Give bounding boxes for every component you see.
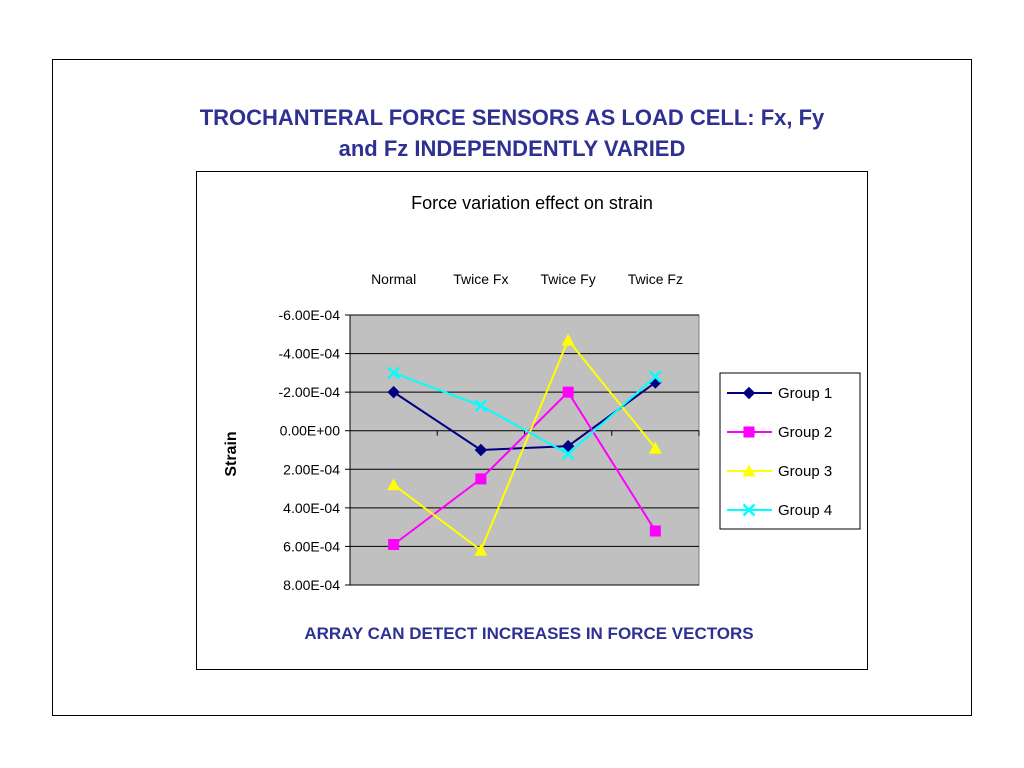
legend-marker [742, 464, 756, 477]
slide-title: TROCHANTERAL FORCE SENSORS AS LOAD CELL:… [0, 102, 1024, 164]
data-point-group-1 [561, 439, 575, 453]
y-tick-label: 4.00E-04 [283, 500, 340, 516]
data-point-group-2 [649, 525, 661, 537]
strain-line-chart: Force variation effect on strain Strain … [223, 193, 861, 593]
data-point-group-4 [387, 366, 401, 380]
legend-marker [742, 503, 756, 517]
legend-marker [742, 386, 756, 400]
category-label: Twice Fx [453, 271, 508, 287]
chart-container: Force variation effect on strain Strain … [196, 171, 868, 670]
plot-area: -6.00E-04 -4.00E-04 -2.00E-04 0.00E+00 2.00E… [279, 271, 700, 593]
data-point-group-4 [561, 447, 575, 461]
data-point-group-4 [474, 399, 488, 413]
data-point-group-3 [648, 441, 662, 454]
data-point-group-3 [561, 333, 575, 346]
slide-title-line-2: and Fz INDEPENDENTLY VARIED [338, 136, 686, 161]
data-point-group-2 [475, 473, 487, 485]
data-point-group-1 [474, 443, 488, 457]
slide-frame [52, 59, 972, 716]
series-line-2 [393, 390, 657, 546]
legend-label: Group 1 [778, 385, 832, 402]
slide-title-line-1: TROCHANTERAL FORCE SENSORS AS LOAD CELL:… [199, 105, 825, 130]
legend-box [719, 372, 861, 530]
data-point-group-3 [474, 543, 488, 556]
y-tick-label: 0.00E+00 [280, 423, 341, 439]
series-line-3 [393, 338, 657, 552]
chart-footnote: ARRAY CAN DETECT INCREASES IN FORCE VECT… [304, 624, 754, 643]
legend-label: Group 2 [778, 424, 832, 441]
data-point-group-2 [388, 539, 400, 550]
legend-label: Group 3 [778, 463, 832, 480]
category-label: Normal [371, 271, 416, 287]
category-label: Twice Fy [541, 271, 596, 287]
data-point-group-2 [562, 386, 574, 398]
plot-background [349, 314, 700, 586]
data-point-group-1 [387, 385, 400, 399]
legend-marker [743, 426, 755, 438]
chart-title: Force variation effect on strain [411, 193, 653, 213]
y-axis-label: Strain [223, 431, 240, 476]
data-point-group-4 [648, 370, 662, 384]
y-tick-label: -4.00E-04 [279, 346, 341, 362]
legend-label: Group 4 [778, 502, 832, 519]
series-line-4 [393, 371, 657, 456]
y-tick-label: -6.00E-04 [279, 307, 341, 323]
legend: Group 1 Group 2 Group 3 Group 4 [719, 372, 861, 530]
y-tick-label: 6.00E-04 [283, 538, 340, 554]
y-tick-label: 2.00E-04 [283, 461, 340, 477]
y-tick-label: 8.00E-04 [283, 577, 340, 593]
data-point-group-3 [387, 478, 401, 491]
y-tick-label: -2.00E-04 [279, 384, 341, 400]
category-label: Twice Fz [628, 271, 683, 287]
